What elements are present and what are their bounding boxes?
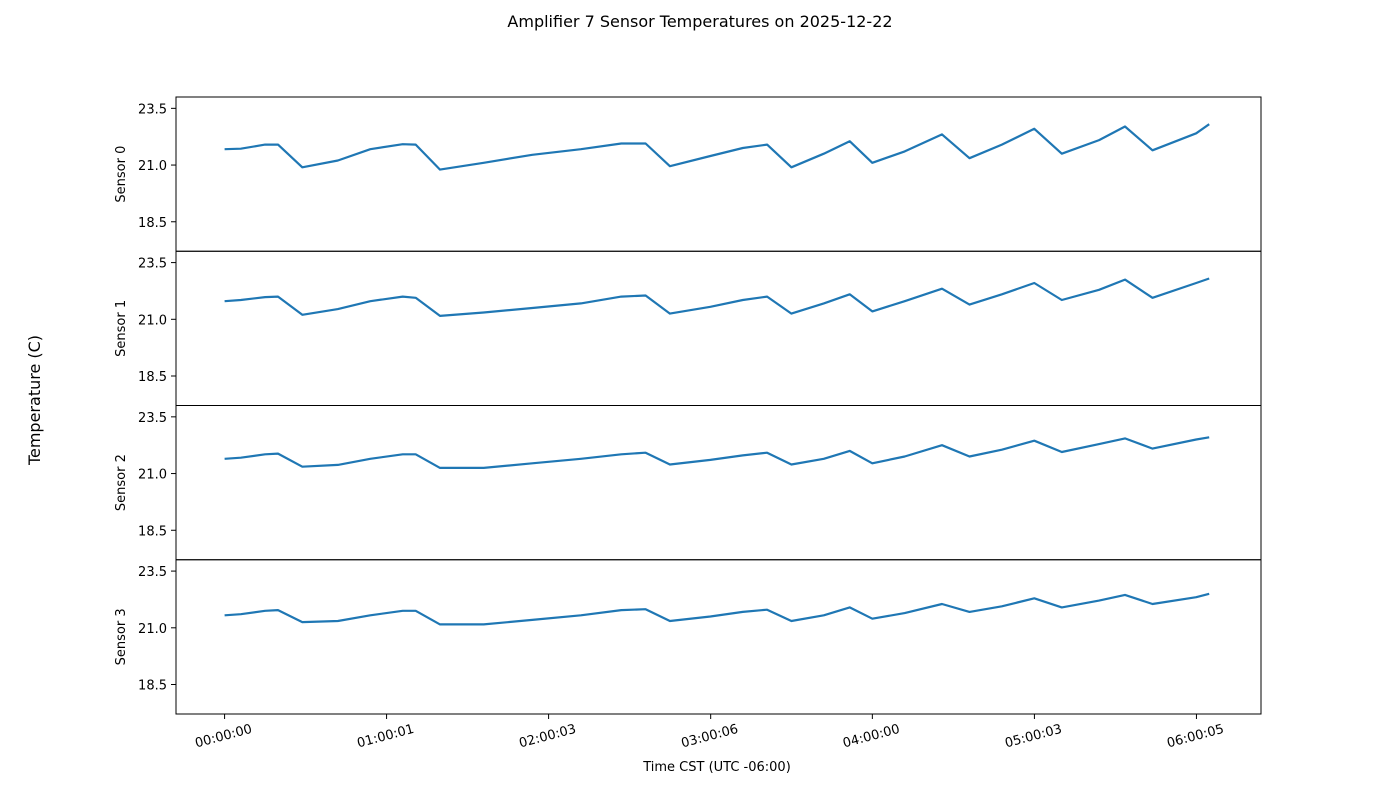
x-tick-label: 05:00:03	[1003, 722, 1063, 752]
panels: 18.5 21.0 23.5 Sensor 0 18.5 21.0 23.5 Sensor 1…	[114, 96, 1262, 715]
x-axis: 00:00:00 01:00:01 02:00:03 03:00:06 04:00:00…	[194, 714, 1226, 751]
y-tick-label: 21.0	[138, 622, 167, 637]
panel-label-sensor-3: Sensor 3	[114, 608, 129, 665]
y-tick-label: 23.5	[138, 102, 167, 117]
series-line-sensor-3	[224, 592, 1210, 626]
panel-frame	[175, 250, 1262, 406]
series-line-sensor-2	[224, 436, 1210, 469]
panel-label-sensor-2: Sensor 2	[114, 454, 129, 511]
panel-3: 18.5 21.0 23.5 Sensor 3	[114, 559, 1262, 715]
y-tick-label: 18.5	[138, 524, 167, 539]
x-tick-label: 06:00:05	[1165, 722, 1225, 752]
panel-1: 18.5 21.0 23.5 Sensor 1	[114, 250, 1262, 406]
chart-title: Amplifier 7 Sensor Temperatures on 2025-…	[507, 12, 892, 31]
x-axis-label: Time CST (UTC -06:00)	[642, 760, 791, 775]
x-tick-label: 01:00:01	[356, 722, 416, 752]
y-tick-label: 23.5	[138, 565, 167, 580]
y-tick-label: 23.5	[138, 257, 167, 272]
y-tick-label: 23.5	[138, 411, 167, 426]
x-tick-label: 04:00:00	[841, 722, 901, 752]
y-tick-label: 21.0	[138, 468, 167, 483]
y-tick-label: 18.5	[138, 370, 167, 385]
y-tick-label: 21.0	[138, 159, 167, 174]
panel-frame	[175, 405, 1262, 561]
x-tick-label: 00:00:00	[194, 722, 254, 752]
x-tick-label: 02:00:03	[518, 722, 578, 752]
panel-label-sensor-1: Sensor 1	[114, 300, 129, 357]
y-axis-label: Temperature (C)	[25, 335, 44, 466]
x-tick-label: 03:00:06	[680, 722, 740, 752]
series-line-sensor-1	[224, 277, 1210, 317]
y-tick-label: 18.5	[138, 216, 167, 231]
panel-frame	[175, 559, 1262, 715]
panel-frame	[175, 96, 1262, 252]
panel-label-sensor-0: Sensor 0	[114, 146, 129, 203]
panel-0: 18.5 21.0 23.5 Sensor 0	[114, 96, 1262, 252]
y-tick-label: 21.0	[138, 313, 167, 328]
y-tick-label: 18.5	[138, 679, 167, 694]
series-line-sensor-0	[224, 123, 1210, 171]
panel-2: 18.5 21.0 23.5 Sensor 2	[114, 405, 1262, 561]
